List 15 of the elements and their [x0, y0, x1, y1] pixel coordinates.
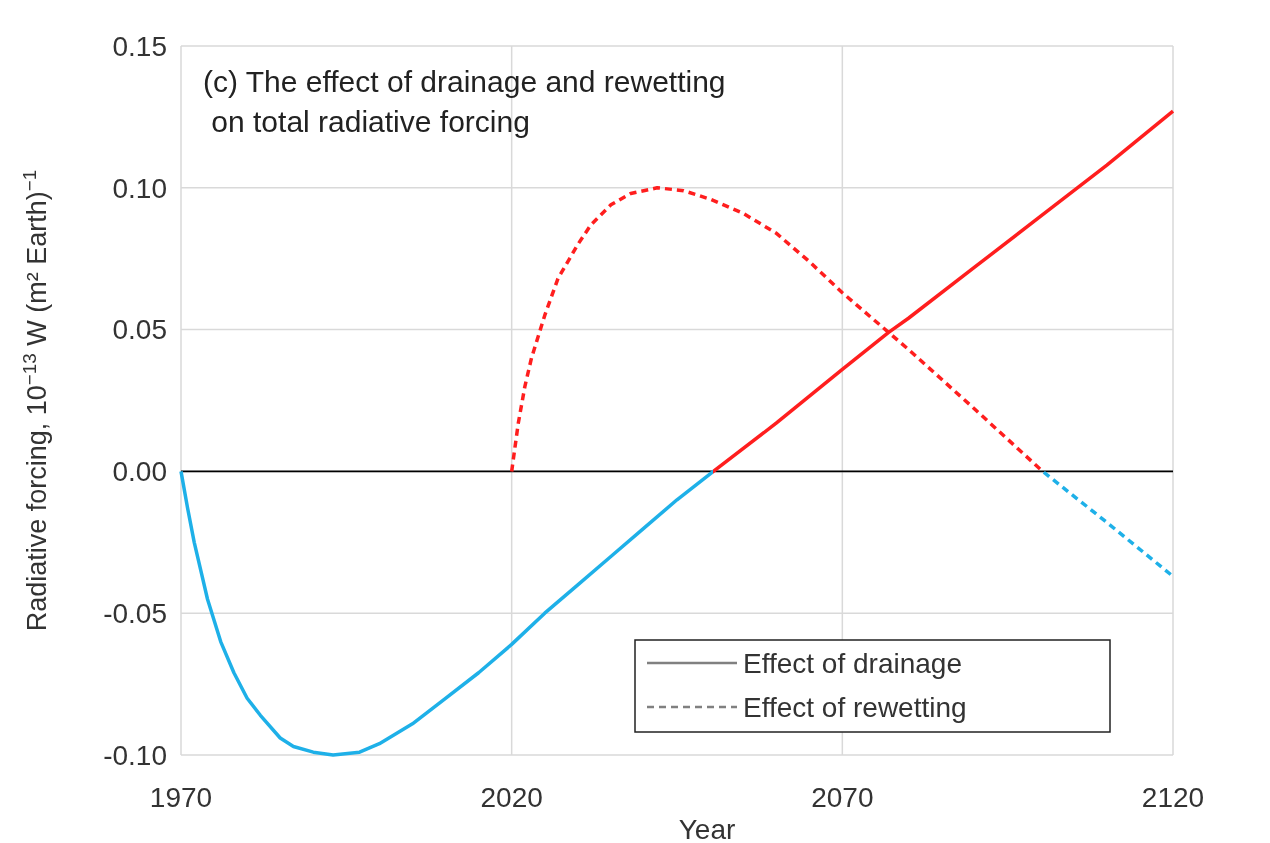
x-tick-label: 2070: [811, 782, 874, 813]
legend-label: Effect of drainage: [743, 647, 962, 679]
line-series: [509, 186, 1175, 579]
y-tick-label: 0.00: [112, 456, 167, 488]
y-tick-label: 0.10: [112, 172, 167, 204]
y-tick-label: -0.10: [103, 739, 167, 771]
x-tick-label: 2120: [1141, 782, 1205, 813]
y-tick-label: 0.15: [112, 30, 167, 62]
y-tick-label: -0.05: [103, 598, 167, 629]
x-tick-label: 1970: [149, 782, 213, 813]
x-axis-title: Year: [678, 814, 736, 843]
legend-label: Effect of rewetting: [743, 691, 967, 723]
y-tick-label: 0.05: [112, 314, 167, 346]
x-tick-label: 2020: [480, 782, 543, 813]
text: (c) The effect of drainage and rewetting on total radiative forcing: [203, 65, 726, 138]
